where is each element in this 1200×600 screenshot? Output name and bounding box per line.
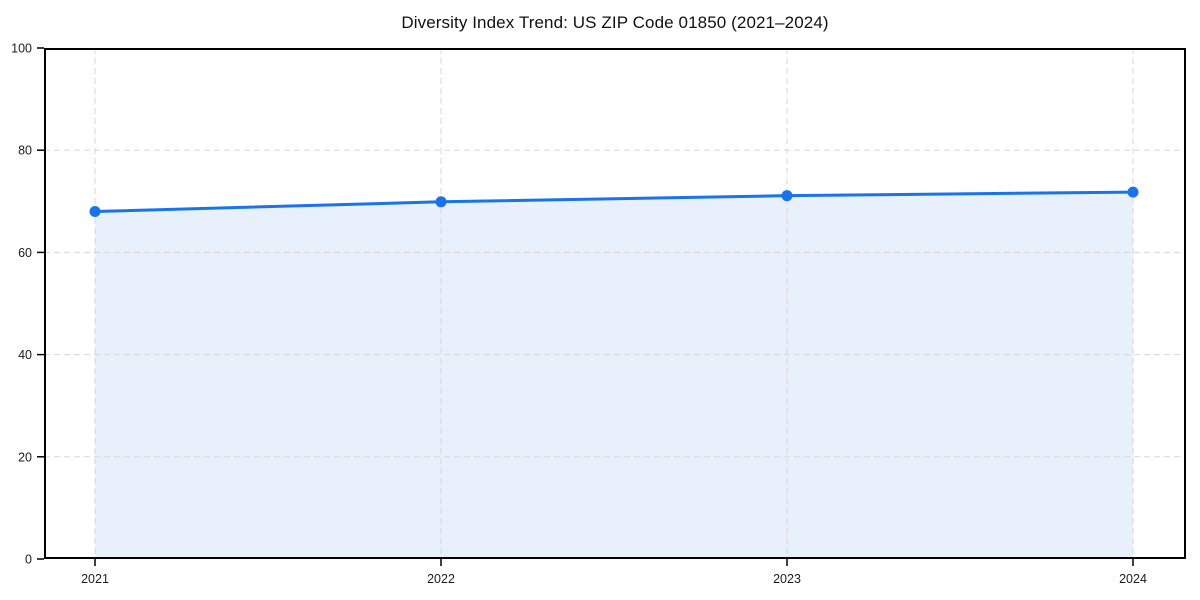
data-point-2021 [89, 206, 101, 218]
x-tick-label: 2021 [81, 572, 109, 586]
plot-canvas: 0 20 40 60 80 100 2021 2022 2023 2024 [11, 42, 1186, 586]
y-tick-label: 60 [18, 246, 32, 260]
chart-title: Diversity Index Trend: US ZIP Code 01850… [401, 13, 829, 32]
y-tick-label: 40 [18, 348, 32, 362]
data-point-2024 [1127, 186, 1139, 198]
y-tick-label: 80 [18, 144, 32, 158]
x-tick-label: 2024 [1119, 572, 1147, 586]
trend-line [93, 190, 1135, 214]
x-tick-label: 2022 [427, 572, 455, 586]
y-tick-label: 100 [11, 42, 32, 56]
x-tick-label: 2023 [773, 572, 801, 586]
y-tick-label: 0 [25, 553, 32, 567]
plot-area: 0 20 40 60 80 100 2021 2022 2023 2024 [11, 42, 1186, 586]
data-point-2023 [781, 190, 793, 202]
plot-border [44, 48, 1186, 559]
y-tick-label: 20 [18, 450, 32, 464]
data-point-2022 [435, 196, 447, 208]
area-fill [95, 192, 1133, 560]
